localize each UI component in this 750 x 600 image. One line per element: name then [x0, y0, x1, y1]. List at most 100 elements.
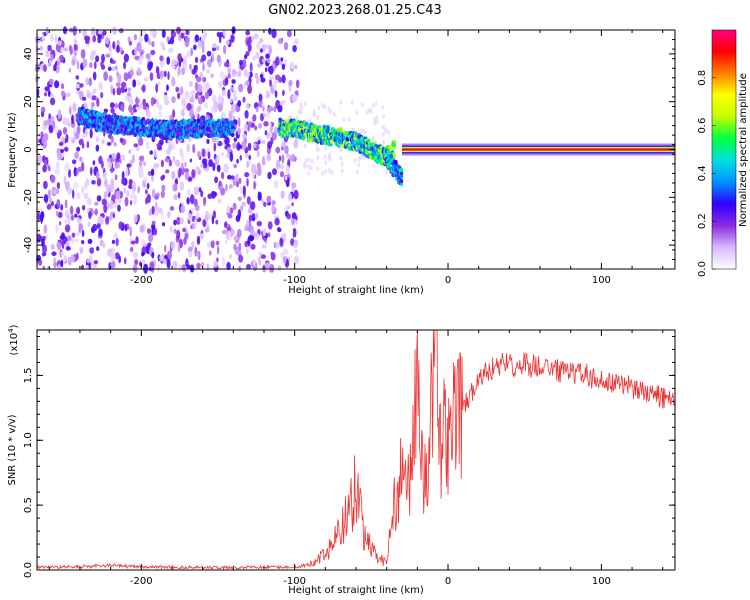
spectrogram-cell — [96, 223, 101, 230]
spectrogram-cell — [371, 135, 375, 141]
spectrogram-cell — [296, 119, 301, 125]
spectrogram-cell — [71, 114, 74, 125]
spectrogram-cell — [175, 86, 180, 93]
spectrogram-cell — [180, 109, 185, 117]
spectrogram-cell — [167, 71, 170, 80]
spectrogram-cell — [112, 88, 116, 96]
spectrogram-cell — [60, 204, 64, 211]
spectrogram-cell — [252, 114, 257, 122]
spectrogram-cell — [239, 59, 243, 66]
spectrogram-cell — [254, 33, 259, 40]
spectrogram-cell — [381, 140, 385, 146]
spectrogram-cell — [42, 244, 47, 254]
spectrogram-cell — [217, 198, 222, 204]
spectrogram-cell — [71, 159, 77, 165]
spectrogram-cell — [138, 171, 144, 179]
spectrogram-cell — [229, 98, 233, 103]
spectrogram-cell — [258, 99, 262, 108]
spectrogram-cell — [169, 159, 172, 167]
spectrogram-cell — [222, 229, 228, 235]
spectrogram-cell — [293, 139, 299, 149]
spectrogram-cell — [247, 142, 252, 151]
spectrogram-cell — [167, 250, 172, 261]
spectrogram-cell — [108, 66, 112, 72]
spectrogram-cell — [91, 27, 96, 37]
spectrogram-cell — [299, 102, 303, 108]
spectrogram-cell — [225, 183, 228, 192]
spectrogram-cell — [142, 98, 147, 107]
spectrogram-cell — [201, 54, 207, 62]
spectrogram-cell — [237, 196, 242, 201]
spectrogram-cell — [225, 77, 229, 86]
snr-series-line — [36, 329, 676, 571]
spectrogram-cell — [294, 249, 298, 253]
spectrogram-cell — [92, 71, 97, 81]
spectrogram-cell — [247, 236, 251, 247]
spectrogram-cell — [85, 77, 89, 86]
spectrogram-cell — [228, 232, 232, 242]
spectrogram-cell — [148, 209, 153, 216]
spectrogram-cell — [204, 228, 210, 233]
spectrogram-cell — [108, 115, 113, 121]
spectrogram-cell — [103, 204, 108, 214]
spectrogram-cell — [88, 77, 92, 87]
spectrogram-cell — [108, 43, 112, 52]
spectrogram-cell — [360, 128, 364, 134]
spectrogram-cell — [176, 229, 181, 240]
spectrogram-cell — [68, 168, 71, 178]
spectrogram-cell — [198, 187, 202, 193]
spectrogram-cell — [280, 57, 284, 62]
spectrogram-cell — [258, 93, 263, 102]
spectrogram-cell — [195, 166, 200, 175]
spectrogram-cell — [312, 109, 316, 114]
spectrogram-cell — [73, 38, 78, 44]
spectrogram-cell — [45, 234, 48, 239]
spectrogram-cell — [188, 81, 194, 87]
spectrogram-cell — [50, 243, 55, 250]
spectrogram-cell — [76, 206, 81, 215]
spectrogram-cell — [233, 137, 237, 142]
spectrogram-cell — [54, 125, 59, 135]
spectrogram-cell — [77, 216, 80, 224]
spectrogram-cell — [101, 64, 106, 70]
spectrogram-cell — [57, 211, 63, 218]
spectrogram-cell — [233, 163, 238, 169]
spectrogram-cell — [294, 64, 298, 70]
spectrogram-cell — [190, 47, 194, 57]
spectrogram-cell — [340, 168, 344, 174]
y-tick-label: 0.0 — [23, 562, 34, 578]
spectrogram-cell — [48, 165, 51, 172]
spectrogram-cell — [218, 180, 222, 187]
x-tick-label: -200 — [130, 275, 153, 286]
spectrogram-cell — [277, 227, 282, 233]
spectrogram-cell — [38, 259, 43, 266]
spectrogram-cell — [317, 138, 321, 143]
spectrogram-cell — [40, 111, 45, 118]
spectrogram-cell — [185, 29, 190, 36]
spectrogram-cell — [41, 238, 44, 246]
spectrogram-cell — [76, 231, 81, 236]
spectrogram-cell — [245, 80, 250, 86]
spectrogram-cell — [181, 152, 185, 162]
spectrogram-cell — [95, 171, 100, 180]
spectrogram-cell — [283, 42, 289, 51]
snr-scale-label: (x104) — [7, 324, 20, 355]
spectrogram-cell — [265, 53, 270, 59]
spectrogram-cell — [210, 240, 215, 249]
spectrogram-cell — [170, 36, 175, 45]
spectrogram-cell — [69, 205, 74, 215]
spectrogram-cell — [133, 34, 138, 41]
spectrogram-cell — [58, 221, 62, 226]
spectrogram-cell — [94, 201, 99, 206]
spectrogram-cell — [385, 169, 389, 175]
spectrogram-cell — [127, 36, 131, 43]
spectrogram-cell — [245, 71, 251, 78]
spectrogram-cell — [114, 174, 118, 181]
spectrogram-cell — [57, 151, 62, 161]
spectrogram-cell — [76, 146, 81, 152]
spectrogram-cell — [208, 213, 213, 220]
spectrogram-cell — [41, 136, 47, 145]
spectrogram-cell — [206, 111, 210, 117]
spectrogram-cell — [357, 162, 361, 168]
